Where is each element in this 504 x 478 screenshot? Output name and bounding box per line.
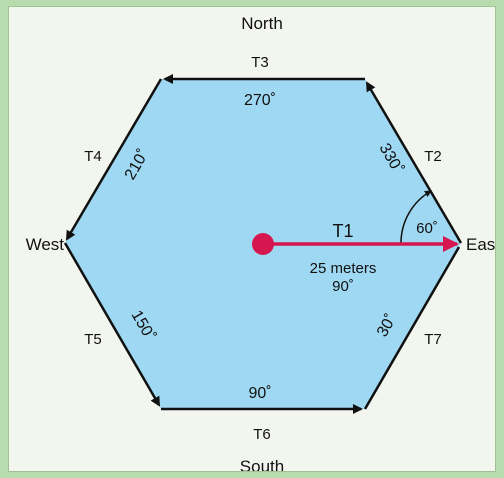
bearing-t6: 90˚ bbox=[248, 385, 271, 402]
label-t1: T1 bbox=[332, 221, 353, 241]
label-t5: T5 bbox=[84, 331, 102, 348]
label-south: South bbox=[240, 457, 284, 472]
label-t7: T7 bbox=[424, 331, 442, 348]
label-west: West bbox=[26, 235, 65, 254]
edge-t5 bbox=[63, 242, 161, 407]
edge-t7 bbox=[363, 246, 461, 410]
label-t1-bearing: 90˚ bbox=[332, 278, 354, 295]
label-north: North bbox=[241, 14, 283, 33]
diagram-frame: North South East West T1 25 meters 90˚ T… bbox=[8, 6, 496, 472]
label-t3: T3 bbox=[251, 54, 269, 71]
label-east: East bbox=[466, 235, 496, 254]
bearing-t3: 270˚ bbox=[244, 92, 276, 109]
edge-t4 bbox=[65, 78, 163, 241]
angle-label: 60˚ bbox=[416, 220, 438, 237]
label-t2: T2 bbox=[424, 148, 442, 165]
label-t1-distance: 25 meters bbox=[310, 260, 377, 277]
angle-arc bbox=[400, 190, 432, 244]
label-t4: T4 bbox=[84, 148, 102, 165]
hexagon-transect-diagram: North South East West T1 25 meters 90˚ T… bbox=[26, 14, 496, 472]
edge-t2 bbox=[365, 81, 463, 244]
center-point bbox=[252, 233, 274, 255]
label-t6: T6 bbox=[253, 426, 271, 443]
